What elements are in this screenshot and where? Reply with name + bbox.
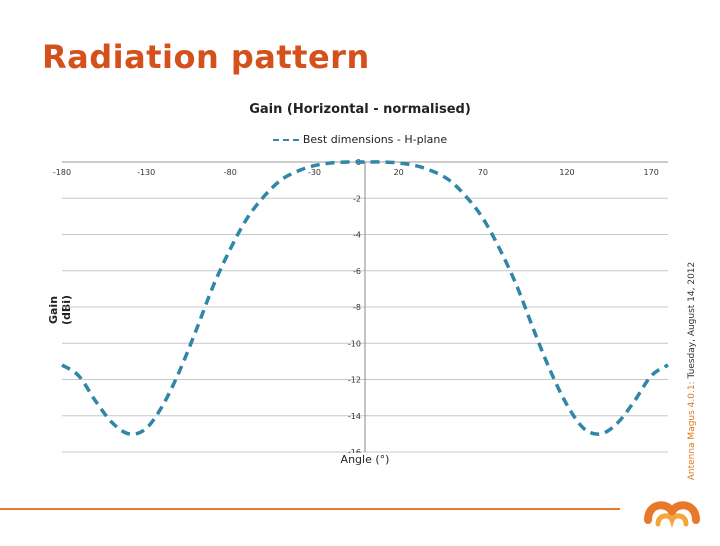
x-tick-label: 170 <box>644 168 659 177</box>
x-tick-label: -80 <box>224 168 237 177</box>
chart-title: Gain (Horizontal - normalised) <box>249 102 471 117</box>
x-tick-label: -130 <box>137 168 155 177</box>
grid <box>62 161 668 453</box>
footer-line <box>0 508 620 510</box>
series-line <box>61 160 669 436</box>
y-tick-label: -2 <box>353 194 361 203</box>
side-note-date: Tuesday, August 14, 2012 <box>687 261 697 379</box>
y-tick-label: -4 <box>353 231 361 240</box>
y-tick-label: -16 <box>348 448 361 457</box>
x-tick-label: -180 <box>53 168 71 177</box>
legend: Best dimensions - H-plane <box>0 133 720 146</box>
x-tick-label: 120 <box>559 168 574 177</box>
legend-label: Best dimensions - H-plane <box>302 133 448 146</box>
y-tick-label: -6 <box>353 267 361 276</box>
x-tick-labels: -180 -130 -80 -30 20 70 120 170 <box>53 168 659 177</box>
y-tick-label: -12 <box>348 376 361 385</box>
x-tick-label: 70 <box>478 168 488 177</box>
x-tick-label: 20 <box>394 168 404 177</box>
legend-swatch <box>272 139 299 141</box>
y-tick-label: -8 <box>353 303 361 312</box>
slide-title: Radiation pattern <box>42 38 370 76</box>
magus-logo-icon <box>644 501 700 528</box>
y-tick-label: -14 <box>348 412 361 421</box>
x-axis-label: Angle (°) <box>330 453 400 466</box>
side-note-brand: Antenna Magus 4.0.1: <box>687 381 697 481</box>
x-tick-label: -30 <box>308 168 321 177</box>
y-tick-label: -10 <box>348 339 361 348</box>
